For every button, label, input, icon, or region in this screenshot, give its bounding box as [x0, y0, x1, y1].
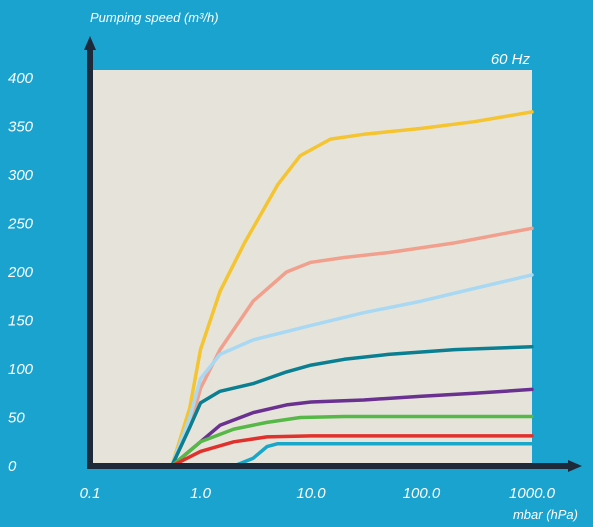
series-line-5	[170, 387, 534, 468]
x-tick-label: 1.0	[190, 485, 212, 502]
y-tick-label: 350	[8, 119, 34, 136]
series-line-4	[170, 344, 534, 468]
y-tick-label: 300	[8, 167, 34, 184]
y-tick-label: 200	[7, 264, 34, 281]
series-line-6	[170, 414, 534, 468]
y-tick-label: 250	[7, 216, 34, 233]
frequency-label: 60 Hz	[491, 51, 531, 68]
series-layer	[170, 110, 534, 468]
y-axis-arrow-icon	[84, 36, 96, 50]
series-line-7	[170, 434, 534, 468]
y-axis-title: Pumping speed (m³/h)	[90, 10, 219, 25]
x-axis-arrow-icon	[568, 460, 582, 472]
series-line-8	[232, 441, 534, 468]
x-tick-label: 0.1	[80, 485, 101, 502]
x-tick-label: 100.0	[403, 485, 441, 502]
series-line-1	[170, 110, 534, 468]
y-tick-label: 0	[8, 458, 17, 475]
x-axis-title: mbar (hPa)	[513, 507, 578, 522]
plot-area	[90, 70, 532, 466]
y-tick-label: 100	[8, 361, 34, 378]
series-line-3	[170, 273, 534, 468]
y-tick-label: 50	[8, 410, 25, 427]
y-tick-label: 400	[8, 70, 34, 87]
x-tick-label: 1000.0	[509, 485, 556, 502]
x-tick-label: 10.0	[296, 485, 326, 502]
series-line-2	[170, 226, 534, 468]
tick-layer: 0 50 100 150 200 250 300 350 400 0.1 1.0 10.0 100.0 1…	[7, 70, 556, 502]
y-tick-label: 150	[8, 313, 34, 330]
